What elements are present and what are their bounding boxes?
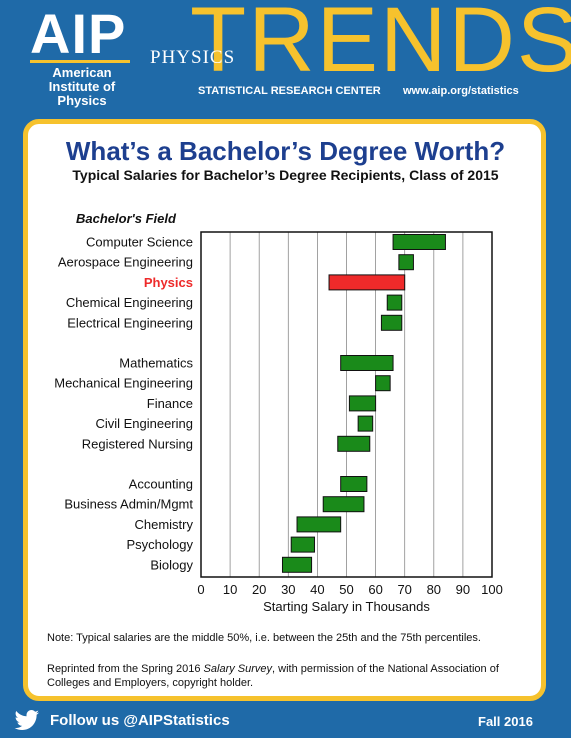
logo-underline xyxy=(30,60,130,63)
reprint-text-end: , with permission of the National Associ… xyxy=(47,663,499,689)
salary-bar xyxy=(375,375,391,392)
category-label: Mechanical Engineering xyxy=(54,376,193,391)
category-label: Civil Engineering xyxy=(95,416,193,431)
reprint-credit: Reprinted from the Spring 2016 Salary Su… xyxy=(47,662,527,690)
category-label: Biology xyxy=(150,557,193,572)
org-name: American Institute of Physics xyxy=(48,65,116,108)
aip-logo[interactable]: AIP xyxy=(30,2,127,65)
y-axis-label: Bachelor's Field xyxy=(76,211,176,226)
plot-frame xyxy=(200,231,493,578)
category-label: Computer Science xyxy=(86,235,193,250)
twitter-bird-icon[interactable] xyxy=(14,710,40,730)
salary-bar xyxy=(290,536,315,553)
chart-title: What’s a Bachelor’s Degree Worth? xyxy=(65,136,506,166)
salary-bar xyxy=(348,395,377,412)
edition-label: Fall 2016 xyxy=(478,714,533,729)
salary-bar xyxy=(328,274,406,291)
follow-link[interactable]: Follow us @AIPStatistics xyxy=(50,712,230,729)
category-label: Electrical Engineering xyxy=(67,315,193,330)
x-axis-label: Starting Salary in Thousands xyxy=(263,599,430,614)
chart-subtitle: Typical Salaries for Bachelor’s Degree R… xyxy=(72,167,499,183)
category-label: Finance xyxy=(147,396,193,411)
x-tick-label: 100 xyxy=(481,582,503,597)
x-tick-label: 10 xyxy=(223,582,237,597)
salary-bar xyxy=(340,476,368,492)
category-label: Psychology xyxy=(127,537,194,552)
x-tick-label: 50 xyxy=(339,582,353,597)
category-label: Registered Nursing xyxy=(82,436,193,451)
website-link[interactable]: www.aip.org/statistics xyxy=(403,85,519,97)
category-label: Mathematics xyxy=(119,356,193,371)
x-tick-label: 60 xyxy=(368,582,382,597)
physics-wordmark: PHYSICS xyxy=(150,47,236,68)
x-tick-label: 90 xyxy=(456,582,470,597)
salary-bar xyxy=(322,496,365,513)
trends-wordmark: TRENDS xyxy=(190,0,571,91)
category-label: Business Admin/Mgmt xyxy=(64,497,193,512)
salary-bar xyxy=(357,415,374,432)
x-tick-label: 0 xyxy=(197,582,204,597)
reprint-text-start: Reprinted from the Spring 2016 xyxy=(47,663,204,675)
salary-bar xyxy=(296,516,342,533)
category-label: Physics xyxy=(144,275,193,290)
category-label: Chemical Engineering xyxy=(66,295,193,310)
category-label: Accounting xyxy=(129,477,193,492)
survey-title: Salary Survey xyxy=(203,663,273,675)
salary-bar xyxy=(340,355,394,371)
x-tick-label: 70 xyxy=(397,582,411,597)
research-center-label: STATISTICAL RESEARCH CENTER xyxy=(198,85,381,97)
category-label: Aerospace Engineering xyxy=(58,255,193,270)
footnote: Note: Typical salaries are the middle 50… xyxy=(47,632,481,644)
salary-bar xyxy=(398,254,414,271)
salary-bar xyxy=(386,294,403,311)
category-label: Chemistry xyxy=(134,517,193,532)
salary-bar xyxy=(380,314,403,331)
x-tick-label: 80 xyxy=(427,582,441,597)
x-tick-label: 20 xyxy=(252,582,266,597)
x-tick-label: 40 xyxy=(310,582,324,597)
salary-bar xyxy=(281,556,313,573)
salary-bar xyxy=(392,234,446,250)
salary-bar xyxy=(337,435,371,452)
x-tick-label: 30 xyxy=(281,582,295,597)
